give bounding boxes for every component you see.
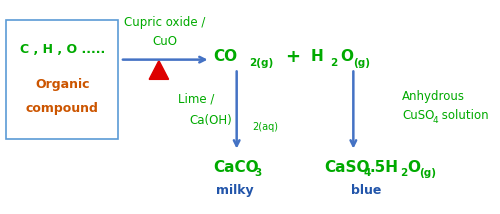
Text: Organic: Organic — [35, 78, 90, 91]
Text: C , H , O .....: C , H , O ..... — [20, 43, 105, 56]
Text: O: O — [407, 160, 420, 175]
FancyBboxPatch shape — [6, 20, 118, 139]
Text: 3: 3 — [254, 168, 262, 178]
Text: 4: 4 — [363, 168, 370, 178]
Text: .5H: .5H — [370, 160, 399, 175]
Text: 4: 4 — [432, 116, 438, 125]
Text: (g): (g) — [354, 58, 370, 68]
Polygon shape — [149, 61, 169, 79]
Text: 2: 2 — [400, 168, 407, 178]
Text: 2(g): 2(g) — [250, 58, 274, 68]
Text: CaSO: CaSO — [324, 160, 370, 175]
Text: CaCO: CaCO — [214, 160, 259, 175]
Text: Lime /: Lime / — [178, 93, 214, 106]
Text: compound: compound — [26, 103, 99, 116]
Text: H: H — [310, 49, 324, 64]
Text: Anhydrous: Anhydrous — [402, 90, 465, 103]
Text: (g): (g) — [420, 168, 436, 178]
Text: 2(aq): 2(aq) — [252, 122, 278, 132]
Text: 2: 2 — [330, 58, 338, 68]
Text: Ca(OH): Ca(OH) — [189, 114, 232, 127]
Text: blue: blue — [351, 184, 381, 197]
Text: Cupric oxide /: Cupric oxide / — [124, 16, 206, 29]
Text: O: O — [340, 49, 353, 64]
Text: solution: solution — [438, 109, 488, 122]
Text: CuO: CuO — [152, 35, 177, 48]
Text: CuSO: CuSO — [402, 109, 434, 122]
Text: milky: milky — [216, 184, 254, 197]
Text: +: + — [286, 48, 300, 66]
Text: CO: CO — [214, 49, 238, 64]
